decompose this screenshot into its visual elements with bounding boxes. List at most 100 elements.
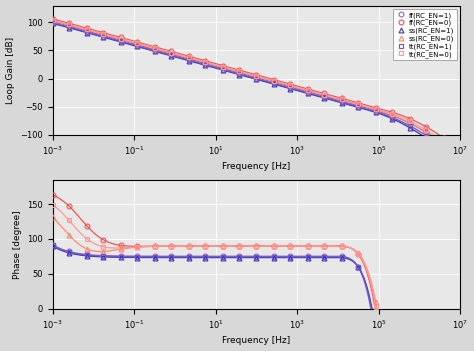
Line: ss(RC_EN=0): ss(RC_EN=0) — [50, 18, 463, 161]
tt(RC_EN=1) — [390, 115, 395, 120]
ss(RC_EN=1) — [84, 31, 90, 35]
ff(RC_EN=1) — [457, 155, 463, 160]
tt(RC_EN=0) — [253, 74, 259, 78]
ff(RC_EN=1) — [186, 57, 192, 61]
ff(RC_EN=1) — [441, 143, 447, 147]
ss(RC_EN=1) — [407, 126, 413, 130]
ss(RC_EN=0) — [237, 70, 242, 74]
ff(RC_EN=0) — [168, 49, 174, 53]
tt(RC_EN=0) — [186, 55, 192, 60]
ss(RC_EN=1) — [271, 82, 276, 86]
ss(RC_EN=1) — [321, 96, 327, 100]
tt(RC_EN=0) — [339, 97, 345, 101]
tt(RC_EN=1) — [202, 62, 208, 67]
ff(RC_EN=0) — [457, 150, 463, 154]
ss(RC_EN=0) — [84, 28, 90, 32]
tt(RC_EN=0) — [407, 119, 413, 124]
ss(RC_EN=1) — [441, 150, 447, 154]
ff(RC_EN=0) — [50, 17, 55, 21]
ff(RC_EN=1) — [118, 38, 124, 42]
ss(RC_EN=0) — [271, 79, 276, 83]
ss(RC_EN=1) — [152, 49, 158, 53]
ff(RC_EN=1) — [305, 90, 310, 94]
ff(RC_EN=0) — [186, 54, 192, 58]
tt(RC_EN=0) — [220, 65, 226, 69]
Line: ff(RC_EN=0): ff(RC_EN=0) — [50, 16, 463, 154]
ff(RC_EN=0) — [423, 125, 429, 129]
tt(RC_EN=1) — [339, 100, 345, 104]
Line: tt(RC_EN=1): tt(RC_EN=1) — [50, 20, 463, 164]
tt(RC_EN=1) — [373, 110, 379, 114]
tt(RC_EN=0) — [118, 37, 124, 41]
ff(RC_EN=1) — [390, 114, 395, 118]
ff(RC_EN=1) — [202, 61, 208, 66]
ff(RC_EN=0) — [100, 31, 106, 35]
ss(RC_EN=0) — [134, 41, 140, 46]
Line: tt(RC_EN=0): tt(RC_EN=0) — [50, 18, 463, 158]
ss(RC_EN=0) — [50, 19, 55, 23]
ss(RC_EN=0) — [321, 93, 327, 97]
ss(RC_EN=1) — [253, 77, 259, 81]
ss(RC_EN=0) — [253, 74, 259, 79]
ff(RC_EN=0) — [118, 35, 124, 40]
tt(RC_EN=0) — [168, 51, 174, 55]
tt(RC_EN=0) — [134, 41, 140, 45]
ss(RC_EN=0) — [186, 56, 192, 60]
Y-axis label: Loop Gain [dB]: Loop Gain [dB] — [6, 37, 15, 104]
ff(RC_EN=1) — [339, 99, 345, 103]
tt(RC_EN=1) — [100, 34, 106, 39]
tt(RC_EN=1) — [423, 134, 429, 138]
ff(RC_EN=0) — [202, 59, 208, 63]
ss(RC_EN=1) — [287, 86, 293, 91]
ss(RC_EN=0) — [100, 32, 106, 37]
ss(RC_EN=0) — [457, 157, 463, 161]
ss(RC_EN=1) — [100, 35, 106, 39]
ff(RC_EN=1) — [50, 20, 55, 24]
tt(RC_EN=0) — [100, 32, 106, 36]
ss(RC_EN=0) — [168, 51, 174, 55]
tt(RC_EN=0) — [390, 112, 395, 116]
tt(RC_EN=0) — [237, 69, 242, 73]
tt(RC_EN=1) — [118, 39, 124, 44]
ss(RC_EN=0) — [118, 37, 124, 41]
tt(RC_EN=0) — [441, 140, 447, 145]
ss(RC_EN=1) — [373, 110, 379, 114]
tt(RC_EN=0) — [356, 102, 361, 106]
tt(RC_EN=1) — [305, 91, 310, 95]
ss(RC_EN=1) — [237, 73, 242, 77]
ss(RC_EN=1) — [134, 44, 140, 48]
ff(RC_EN=0) — [220, 64, 226, 68]
ff(RC_EN=1) — [373, 108, 379, 113]
ff(RC_EN=0) — [321, 91, 327, 95]
tt(RC_EN=1) — [287, 86, 293, 90]
tt(RC_EN=0) — [84, 27, 90, 31]
tt(RC_EN=1) — [271, 81, 276, 86]
ff(RC_EN=0) — [441, 137, 447, 141]
tt(RC_EN=1) — [441, 146, 447, 151]
tt(RC_EN=1) — [66, 25, 72, 29]
tt(RC_EN=1) — [237, 72, 242, 76]
tt(RC_EN=1) — [220, 67, 226, 72]
ff(RC_EN=1) — [220, 66, 226, 71]
tt(RC_EN=0) — [457, 153, 463, 158]
ss(RC_EN=0) — [373, 107, 379, 112]
tt(RC_EN=1) — [356, 105, 361, 109]
tt(RC_EN=0) — [321, 92, 327, 97]
ss(RC_EN=0) — [220, 65, 226, 69]
tt(RC_EN=0) — [423, 128, 429, 132]
ss(RC_EN=1) — [305, 91, 310, 95]
ff(RC_EN=0) — [66, 21, 72, 25]
ss(RC_EN=1) — [202, 63, 208, 67]
ff(RC_EN=1) — [356, 104, 361, 108]
ff(RC_EN=1) — [134, 43, 140, 47]
ff(RC_EN=0) — [287, 82, 293, 86]
tt(RC_EN=1) — [321, 95, 327, 99]
tt(RC_EN=1) — [84, 30, 90, 34]
tt(RC_EN=1) — [407, 124, 413, 128]
ff(RC_EN=0) — [339, 96, 345, 100]
ss(RC_EN=0) — [390, 113, 395, 117]
ff(RC_EN=1) — [253, 75, 259, 80]
ss(RC_EN=0) — [66, 23, 72, 27]
ss(RC_EN=0) — [423, 131, 429, 135]
tt(RC_EN=0) — [152, 46, 158, 50]
